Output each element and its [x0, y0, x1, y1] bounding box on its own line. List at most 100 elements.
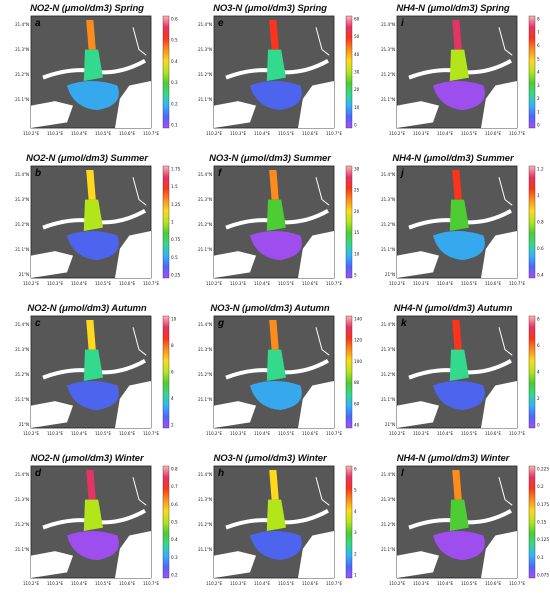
- estuary-upper: [86, 320, 96, 350]
- panel-h: 110.2°E 110.3°E 110.4°E 110.5°E 110.6°E 110.7…: [186, 452, 369, 602]
- estuary-middle: [83, 199, 103, 231]
- colorbar-tick-label: 0.5: [171, 38, 178, 43]
- coastline: [498, 177, 513, 206]
- panel-title: NH4-N (μmol/dm3) Winter: [396, 453, 510, 464]
- coastline: [132, 177, 147, 206]
- colorbar-tick-label: 2: [354, 551, 357, 556]
- panel-d: 110.2°E 110.3°E 110.4°E 110.5°E 110.6°E 110.7…: [3, 452, 186, 602]
- panel-letter: b: [35, 168, 41, 179]
- colorbar-tick-label: 0.25: [171, 273, 181, 278]
- x-tick-label: 110.3°E: [413, 131, 429, 136]
- colorbar: [528, 165, 536, 279]
- x-tick-label: 110.6°E: [485, 131, 501, 136]
- y-tick-label: 21.1°N: [381, 397, 395, 402]
- x-tick-label: 110.4°E: [437, 581, 453, 586]
- land-southwest: [397, 251, 439, 278]
- x-tick-label: 110.3°E: [47, 131, 63, 136]
- colorbar-tick-label: 100: [354, 359, 362, 364]
- estuary-middle: [266, 199, 286, 231]
- estuary-upper: [86, 20, 96, 50]
- coastline: [132, 327, 147, 356]
- x-tick-label: 110.4°E: [437, 131, 453, 136]
- colorbar-tick-label: 0.2: [171, 101, 178, 106]
- colorbar-tick-label: 0.3: [171, 80, 178, 85]
- colorbar-tick-label: 2: [537, 396, 540, 401]
- y-tick-label: 21.1°N: [15, 247, 29, 252]
- y-tick-label: 21.1°N: [198, 97, 212, 102]
- colorbar-tick-label: 0.4: [171, 537, 178, 542]
- y-tick-label: 21.2°N: [15, 522, 29, 527]
- colorbar-tick-label: 15: [354, 230, 360, 235]
- land-southwest: [31, 551, 73, 578]
- x-tick-label: 110.2°E: [206, 431, 222, 436]
- colorbar-tick-label: 60: [354, 17, 360, 22]
- colorbar-tick-label: 0.1: [171, 123, 178, 128]
- colorbar-tick-label: 1: [171, 220, 174, 225]
- colorbar-tick-label: 6: [537, 43, 540, 48]
- colorbar-tick-label: 0.125: [537, 537, 549, 542]
- y-tick-label: 21°N: [19, 272, 29, 277]
- colorbar-tick-label: 2: [537, 96, 540, 101]
- colorbar-tick-label: 5: [537, 56, 540, 61]
- colorbar-tick-label: 30: [354, 167, 360, 172]
- x-tick-label: 110.2°E: [389, 581, 405, 586]
- colorbar-tick-label: 0.2: [537, 484, 544, 489]
- colorbar-tick-label: 20: [354, 87, 360, 92]
- colorbar: [162, 15, 170, 129]
- panel-letter: j: [399, 168, 404, 179]
- y-tick-label: 21.3°N: [198, 197, 212, 202]
- x-tick-label: 110.3°E: [413, 281, 429, 286]
- x-tick-label: 110.7°E: [509, 131, 525, 136]
- map-svg: 110.2°E 110.3°E 110.4°E 110.5°E 110.6°E 110.7…: [198, 165, 360, 286]
- colorbar-tick-label: 6: [171, 370, 174, 375]
- estuary-middle: [449, 499, 469, 531]
- y-tick-label: 21.2°N: [381, 222, 395, 227]
- colorbar: [162, 165, 170, 279]
- panel-letter: i: [401, 18, 404, 29]
- colorbar: [528, 15, 536, 129]
- y-tick-label: 21.3°N: [381, 197, 395, 202]
- x-tick-label: 110.7°E: [509, 581, 525, 586]
- x-tick-label: 110.5°E: [95, 131, 111, 136]
- x-tick-label: 110.5°E: [278, 281, 294, 286]
- panel-letter: f: [218, 168, 223, 179]
- land-southwest: [214, 551, 256, 578]
- x-tick-label: 110.4°E: [437, 431, 453, 436]
- x-tick-label: 110.2°E: [23, 581, 39, 586]
- colorbar-tick-label: 40: [354, 423, 360, 428]
- y-tick-label: 21.1°N: [381, 547, 395, 552]
- y-tick-label: 21.4°N: [15, 22, 29, 27]
- colorbar-tick-label: 0.1: [537, 555, 544, 560]
- colorbar-tick-label: 1.5: [171, 184, 178, 189]
- coastline: [315, 327, 330, 356]
- x-tick-label: 110.2°E: [206, 131, 222, 136]
- colorbar-tick-label: 120: [354, 338, 362, 343]
- coastline: [315, 177, 330, 206]
- y-tick-label: 21.1°N: [15, 547, 29, 552]
- x-tick-label: 110.6°E: [302, 581, 318, 586]
- y-tick-label: 21.4°N: [381, 22, 395, 27]
- colorbar-tick-label: 5: [354, 273, 357, 278]
- x-tick-label: 110.6°E: [119, 431, 135, 436]
- colorbar-tick-label: 0.6: [171, 17, 178, 22]
- x-tick-label: 110.4°E: [254, 431, 270, 436]
- land-southwest: [31, 251, 73, 278]
- y-tick-label: 21.2°N: [198, 72, 212, 77]
- colorbar-tick-label: 0: [537, 423, 540, 428]
- estuary-middle: [449, 49, 469, 81]
- land-southwest: [31, 101, 73, 128]
- estuary-middle: [83, 49, 103, 81]
- x-tick-label: 110.6°E: [302, 281, 318, 286]
- y-tick-label: 21.3°N: [15, 47, 29, 52]
- colorbar-tick-label: 40: [354, 52, 360, 57]
- panel-title: NO3-N (μmol/dm3) Autumn: [210, 303, 330, 314]
- x-tick-label: 110.3°E: [47, 281, 63, 286]
- y-tick-label: 21.3°N: [198, 47, 212, 52]
- panel-title: NO2-N (μmol/dm3) Spring: [30, 3, 144, 14]
- estuary-upper: [269, 470, 279, 500]
- y-tick-label: 21.2°N: [381, 522, 395, 527]
- x-tick-label: 110.5°E: [95, 581, 111, 586]
- panel-title: NH4-N (μmol/dm3) Autumn: [393, 303, 513, 314]
- estuary-mouth: [250, 80, 302, 111]
- x-tick-label: 110.5°E: [95, 431, 111, 436]
